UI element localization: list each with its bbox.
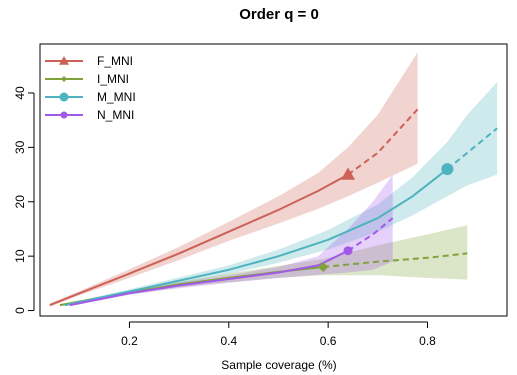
y-tick-label: 40 <box>13 86 27 100</box>
ci-band-i-mni <box>59 225 468 307</box>
plot-frame <box>39 43 508 317</box>
interpolated-line-n-mni <box>69 249 349 307</box>
axes: 0.2 0.4 0.6 0.8 0 10 20 30 40 <box>13 86 436 348</box>
reference-point-f-mni <box>341 167 356 180</box>
interpolated-line-f-mni <box>49 173 349 307</box>
legend-marker-m-mni <box>59 92 69 102</box>
legend-marker-n-mni <box>60 111 68 119</box>
y-tick-label: 20 <box>13 195 27 209</box>
y-tick-label: 0 <box>13 307 27 314</box>
extrapolated-line-f-mni <box>347 108 419 176</box>
legend-marker-i-mni <box>61 76 67 82</box>
legend-label-f-mni: F_MNI <box>97 54 133 68</box>
legend-label-m-mni: M_MNI <box>97 90 136 104</box>
reference-markers <box>318 163 454 273</box>
extrapolated-line-i-mni <box>323 252 468 268</box>
series-lines <box>49 108 498 307</box>
x-axis-label: Sample coverage (%) <box>221 358 336 372</box>
legend-marker-f-mni <box>59 56 69 65</box>
legend: F_MNI I_MNI M_MNI N_MNI <box>45 54 136 122</box>
ci-band-n-mni <box>69 174 393 307</box>
ci-band-m-mni <box>64 82 498 307</box>
reference-point-n-mni <box>343 246 353 256</box>
interpolated-line-m-mni <box>64 168 449 307</box>
x-tick-label: 0.6 <box>320 334 337 348</box>
extrapolated-line-m-mni <box>446 127 498 170</box>
chart-title: Order q = 0 <box>239 6 319 23</box>
y-tick-label: 10 <box>13 249 27 263</box>
y-tick-label: 30 <box>13 140 27 154</box>
x-tick-label: 0.8 <box>419 334 436 348</box>
legend-label-i-mni: I_MNI <box>97 72 129 86</box>
x-tick-label: 0.2 <box>121 334 138 348</box>
legend-label-n-mni: N_MNI <box>97 108 134 122</box>
reference-point-m-mni <box>441 163 454 176</box>
x-tick-label: 0.4 <box>220 334 237 348</box>
reference-point-i-mni <box>318 262 329 273</box>
